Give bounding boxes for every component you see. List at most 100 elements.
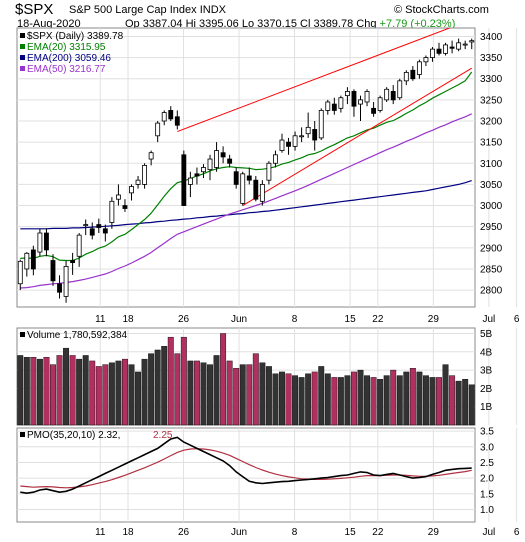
candle [70, 252, 76, 275]
candle [384, 87, 390, 102]
candle-body [305, 126, 311, 135]
low-value: 3370.15 [257, 18, 297, 30]
x-tick-label: 26 [178, 314, 190, 325]
candle [50, 254, 56, 286]
brand-label: © StockCharts.com [394, 4, 489, 16]
candle-body [70, 260, 76, 264]
candle-body [233, 171, 239, 185]
candle [174, 110, 180, 130]
candle-body [57, 283, 62, 293]
x-tick-label: 6 [514, 314, 520, 325]
x-tick-label: Jun [231, 527, 247, 538]
x-tick-label: 22 [372, 314, 384, 325]
candle-body [63, 266, 69, 297]
x-tick-label: 6 [514, 527, 520, 538]
volume-bar [239, 364, 246, 426]
candle-body [76, 234, 82, 257]
candle-body [443, 44, 448, 54]
volume-bar [108, 362, 115, 426]
volume-bar [377, 379, 384, 426]
candle [299, 127, 305, 143]
candle [286, 137, 291, 155]
candle-body [423, 57, 429, 63]
legend-swatch [20, 55, 25, 60]
candle-body [227, 158, 233, 164]
price-tick-label: 3050 [480, 180, 503, 191]
candle [63, 260, 69, 303]
volume-bar [364, 375, 370, 426]
candle-body [273, 154, 278, 164]
candle-body [299, 135, 305, 138]
x-tick-label: Jul [482, 527, 495, 538]
candle [135, 175, 141, 189]
candle [142, 163, 148, 189]
candle-body [207, 158, 213, 171]
volume-bar [167, 336, 174, 426]
candle [364, 89, 370, 107]
ema200-line [20, 180, 472, 230]
legend-swatch [20, 44, 25, 49]
open-value: 3387.04 [142, 18, 183, 30]
high-label: Hi [185, 18, 196, 30]
chart-date: 18-Aug-2020 [17, 18, 81, 30]
volume-bar [36, 358, 43, 426]
candle [161, 110, 167, 126]
price-tick-label: 3100 [480, 159, 503, 170]
x-tick-label: 29 [428, 314, 440, 325]
volume-bar [246, 364, 253, 426]
x-tick-label: 11 [95, 314, 106, 325]
volume-bar [50, 364, 56, 426]
x-tick-label: 15 [345, 314, 357, 325]
volume-bar [351, 371, 357, 426]
volume-bar [135, 371, 141, 426]
pmo-tick-label: 2.0 [480, 474, 494, 485]
volume-bar [324, 373, 331, 426]
candle-body [50, 260, 56, 282]
candle [207, 154, 213, 181]
candle [57, 275, 62, 299]
chart-symbol: $SPX [15, 1, 54, 18]
volume-bar [390, 369, 397, 426]
price-legend-entry: $SPX (Daily) 3389.78 [27, 31, 124, 42]
candle-body [161, 112, 167, 122]
candle-body [318, 110, 324, 139]
volume-bar [416, 371, 423, 426]
candle-body [430, 48, 435, 58]
candle-body [240, 173, 246, 204]
candle-body [253, 179, 259, 200]
candle [240, 171, 246, 206]
price-tick-label: 3300 [480, 74, 503, 85]
candle [194, 167, 200, 185]
candle [259, 180, 265, 206]
candle-body [397, 80, 403, 99]
candle-body [462, 43, 468, 46]
candle [462, 40, 468, 50]
candle [403, 70, 409, 86]
legend-swatch [20, 332, 25, 337]
volume-bar [429, 377, 436, 426]
pmo-signal-legend-entry: 2.25 [153, 430, 173, 441]
volume-bar [449, 375, 456, 426]
candle-body [325, 101, 331, 111]
volume-bar [69, 355, 76, 426]
candle-body [168, 110, 174, 120]
volume-bar [409, 368, 416, 426]
candle-body [259, 184, 265, 202]
candle [30, 245, 36, 276]
volume-bar [259, 362, 266, 426]
pmo-tick-label: 1.5 [480, 489, 494, 500]
price-tick-label: 2950 [480, 222, 503, 233]
candle [436, 42, 442, 56]
pmo-tick-label: 1.0 [480, 505, 494, 516]
volume-tick-label: 4B [480, 347, 493, 358]
candle-body [30, 249, 36, 270]
volume-bar [30, 357, 37, 426]
candle [227, 154, 233, 168]
candle-body [135, 179, 141, 185]
candle [449, 40, 455, 54]
candle-body [220, 152, 226, 158]
volume-bar [455, 380, 462, 426]
x-tick-label: Jun [231, 314, 247, 325]
index-name: S&P 500 Large Cap Index [69, 4, 197, 16]
